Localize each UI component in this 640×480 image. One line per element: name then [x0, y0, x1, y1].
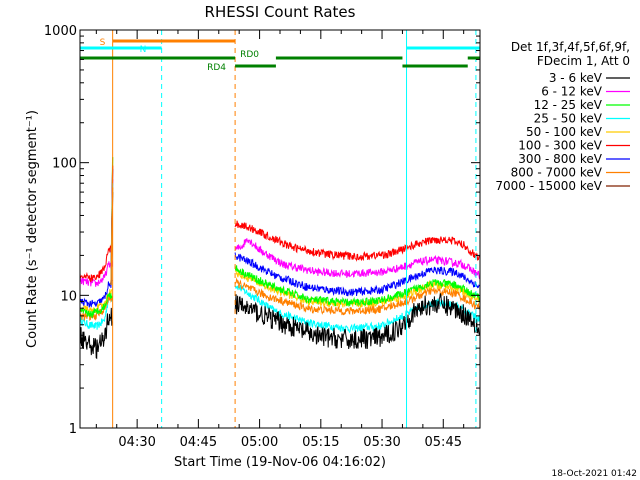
series-line-3 — [79, 294, 113, 330]
legend-label: 100 - 300 keV — [518, 139, 602, 153]
state-bar-label: S — [100, 38, 106, 48]
legend-header-line-1: Det 1f,3f,4f,5f,6f,9f, — [511, 40, 630, 54]
y-axis-label: Count Rate (s⁻¹ detector segment⁻¹) — [25, 110, 40, 348]
legend-label: 3 - 6 keV — [549, 71, 603, 85]
state-bar-label: RD4 — [207, 63, 226, 73]
y-tick-label: 1000 — [44, 24, 77, 39]
series-line-6 — [234, 252, 480, 297]
legend-label: 12 - 25 keV — [534, 98, 603, 112]
y-tick-label: 100 — [52, 157, 77, 172]
legend-label: 50 - 100 keV — [526, 125, 603, 139]
x-axis-label: Start Time (19-Nov-06 04:16:02) — [174, 455, 386, 470]
x-tick-label: 05:00 — [241, 435, 278, 450]
x-tick-label: 05:30 — [363, 435, 400, 450]
legend-label: 800 - 7000 keV — [511, 166, 603, 180]
state-bar-label: N — [140, 45, 147, 55]
series-line-0 — [79, 307, 113, 360]
x-tick-label: 04:30 — [118, 435, 155, 450]
y-tick-label: 1 — [69, 422, 77, 437]
series-line-5 — [79, 243, 113, 283]
x-tick-label: 04:45 — [180, 435, 217, 450]
x-tick-label: 05:45 — [425, 435, 462, 450]
series-line-2 — [80, 292, 113, 319]
state-bar-label: RD0 — [240, 50, 259, 60]
chart-title: RHESSI Count Rates — [205, 3, 356, 21]
legend-label: 6 - 12 keV — [541, 85, 603, 99]
timestamp: 18-Oct-2021 01:42 — [552, 469, 637, 479]
legend-label: 300 - 800 keV — [518, 152, 602, 166]
series-line-1 — [79, 260, 113, 287]
series-line-7 — [234, 277, 480, 316]
legend-label: 7000 - 15000 keV — [495, 179, 602, 193]
x-tick-label: 05:15 — [302, 435, 339, 450]
series-line-5 — [234, 220, 480, 262]
series-line-1 — [235, 238, 480, 280]
series-line-0 — [234, 293, 480, 350]
legend-header-line-2: FDecim 1, Att 0 — [537, 54, 630, 68]
x-axis: 04:30 04:45 05:00 05:15 05:30 05:45 — [95, 30, 465, 450]
series-line-6 — [79, 279, 113, 308]
y-axis: 1 10 100 1000 — [44, 24, 480, 437]
legend-label: 25 - 50 keV — [534, 112, 603, 126]
series-line-2 — [234, 265, 480, 308]
y-tick-label: 10 — [60, 289, 77, 304]
